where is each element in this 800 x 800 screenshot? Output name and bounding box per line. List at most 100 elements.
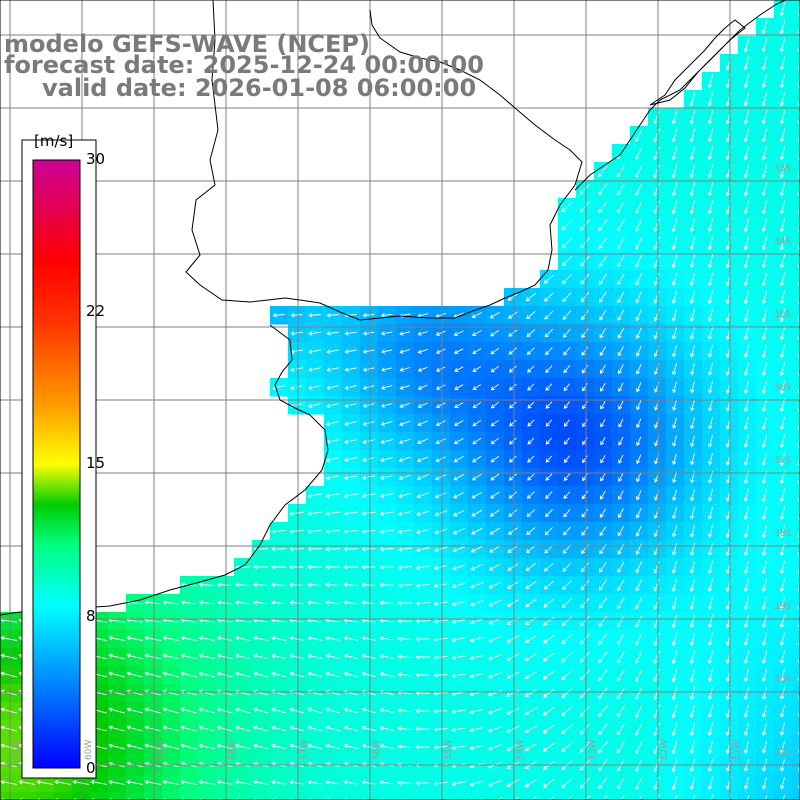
wind-arrow [616,183,625,196]
wind-arrow [415,636,430,642]
wind-arrow [761,344,768,359]
longitude-label: 56W [372,739,382,760]
wind-arrow [616,705,626,718]
wind-arrow [435,348,446,354]
wind-arrow [617,579,625,592]
wind-arrow [672,453,677,466]
wind-arrow [743,488,750,503]
wind-arrow [108,798,113,800]
wind-arrow [689,596,696,611]
wind-arrow [180,725,197,732]
wind-arrow [472,419,482,427]
wind-arrow [779,146,786,161]
field-cell [396,792,415,800]
wind-arrow [707,453,713,466]
wind-arrow [582,455,588,464]
latitude-label: 40S [774,675,792,685]
wind-arrow [707,542,714,557]
wind-arrow [216,671,233,678]
wind-arrow [671,345,678,358]
wind-arrow [487,744,502,751]
wind-arrow [362,349,375,354]
wind-arrow [653,722,660,737]
wind-arrow [180,798,185,800]
wind-arrow [379,600,394,605]
wind-arrow [415,672,430,678]
wind-arrow [671,776,678,791]
wind-arrow [743,272,750,287]
wind-arrow [580,273,590,285]
wind-arrow [579,723,591,735]
wind-arrow [580,633,590,645]
wind-arrow [671,722,678,737]
wind-arrow [397,547,412,552]
wind-arrow [671,218,678,233]
wind-arrow [451,709,466,714]
wind-arrow [779,398,786,413]
wind-arrow [344,367,357,372]
wind-arrow [600,400,606,410]
wind-arrow [343,582,358,588]
field-cell [792,108,800,127]
field-cell [36,792,55,800]
wind-arrow [325,564,340,570]
wind-arrow [672,435,677,448]
wind-arrow [506,599,519,607]
wind-arrow [690,417,695,430]
wind-arrow [761,290,768,305]
wind-arrow [271,582,287,587]
wind-arrow [289,582,305,587]
wind-arrow [635,525,642,537]
wind-arrow [635,507,642,519]
wind-arrow [361,635,376,641]
wind-arrow [563,365,571,374]
wind-arrow [582,437,588,446]
wind-arrow [451,637,466,643]
wind-arrow [635,309,642,322]
wind-arrow [545,383,553,391]
wind-arrow [234,600,251,605]
field-cell [738,792,757,800]
wind-arrow [598,669,608,681]
wind-arrow [435,420,446,427]
field-cell [792,522,800,541]
wind-arrow [434,546,448,553]
wind-arrow [671,272,678,287]
wind-arrow [743,650,750,665]
wind-arrow [344,420,358,427]
wind-arrow [707,218,714,233]
wind-arrow [524,689,538,698]
wind-arrow [543,598,555,608]
wind-arrow [290,313,303,318]
wind-arrow [506,725,520,733]
wind-arrow [689,489,695,502]
wind-arrow [361,546,376,552]
wind-arrow [779,272,786,287]
colorbar-tick-22: 22 [86,302,106,320]
wind-arrow [451,673,466,678]
field-cell [540,792,559,800]
longitude-label: 61W [12,739,22,760]
wind-arrow [126,671,143,678]
wind-arrow [451,619,466,625]
wind-arrow [743,722,750,736]
wind-arrow [198,725,215,732]
wind-arrow [434,492,447,499]
wind-arrow [707,110,714,125]
wind-arrow [743,200,750,215]
title-forecast-date: forecast date: 2025-12-24 00:00:00 [4,51,484,79]
wind-arrow [580,292,590,303]
wind-arrow [743,326,750,341]
wind-arrow [162,725,179,732]
wind-arrow [653,254,660,268]
wind-arrow [598,687,608,699]
wind-arrow [579,705,591,717]
wind-arrow [126,725,143,732]
field-cell [270,792,289,800]
wind-arrow [779,524,786,539]
wind-arrow [397,744,412,749]
wind-arrow [617,309,625,321]
wind-arrow [761,506,768,521]
wind-arrow [271,707,287,714]
wind-arrow [397,565,412,570]
